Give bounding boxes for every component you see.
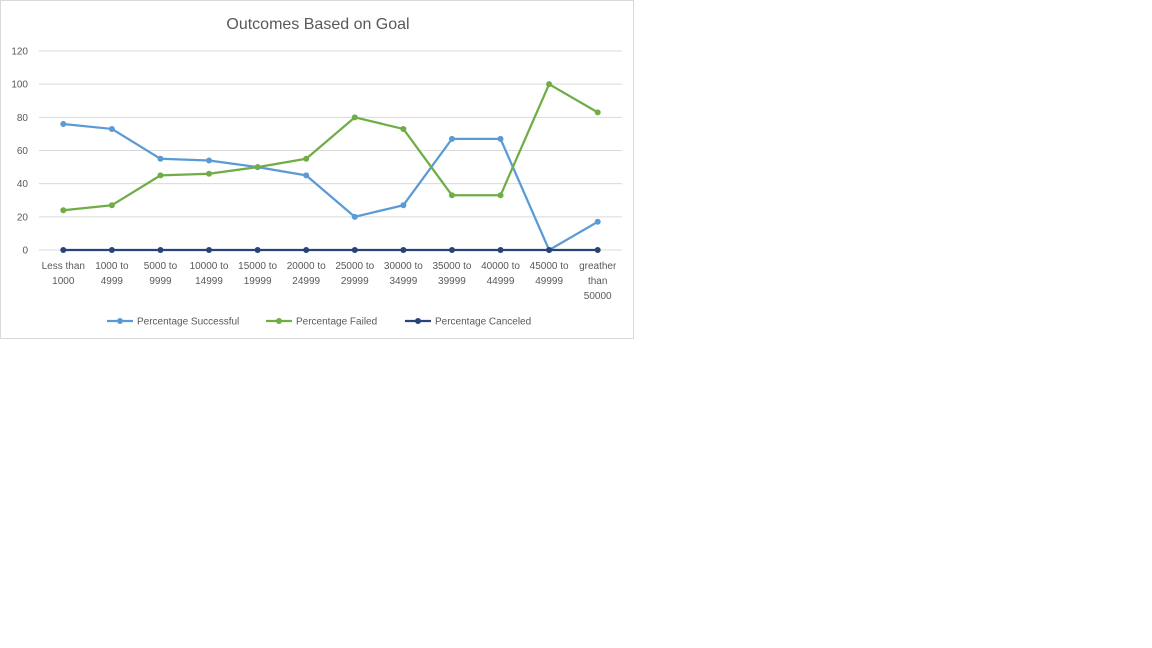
data-point — [400, 247, 407, 253]
data-point — [60, 207, 67, 214]
data-point — [206, 170, 213, 177]
legend-marker — [276, 318, 282, 324]
data-point — [254, 247, 261, 253]
x-tick-label: 1000 to 4999 — [95, 261, 129, 287]
legend-item: Percentage Canceled — [405, 317, 531, 328]
x-axis-tick-labels: Less than 1000 1000 to 4999 5000 to 9999 10000… — [42, 261, 617, 302]
x-tick-label: 45000 to 49999 — [530, 261, 569, 287]
y-tick-label: 40 — [17, 179, 29, 190]
series-percentage-failed — [60, 81, 601, 214]
data-point — [497, 247, 504, 253]
y-tick-label: 20 — [17, 212, 29, 223]
data-point — [546, 247, 553, 253]
data-point — [206, 247, 213, 253]
data-point — [351, 114, 358, 121]
legend-item: Percentage Failed — [266, 317, 377, 328]
data-point — [60, 120, 67, 127]
data-point — [448, 135, 455, 142]
data-point — [594, 109, 601, 116]
data-point — [303, 247, 310, 253]
legend-marker — [117, 318, 123, 324]
series-line — [62, 122, 599, 252]
x-tick-label: 30000 to 34999 — [384, 261, 423, 287]
x-tick-label: 40000 to 44999 — [481, 261, 520, 287]
data-point — [108, 247, 115, 253]
y-tick-label: 80 — [17, 113, 29, 124]
legend-label: Percentage Failed — [296, 317, 377, 328]
data-point — [60, 247, 67, 253]
data-point — [497, 135, 504, 142]
data-point — [448, 192, 455, 199]
x-tick-label: 15000 to 19999 — [238, 261, 277, 287]
data-point — [546, 81, 553, 88]
chart-title: Outcomes Based on Goal — [226, 16, 409, 33]
chart-area: Outcomes Based on Goal 0 20 40 60 80 100 120 L… — [0, 0, 634, 339]
gridlines — [39, 50, 622, 251]
x-tick-label: 5000 to 9999 — [144, 261, 178, 287]
legend-item: Percentage Successful — [107, 317, 239, 328]
data-point — [206, 157, 213, 164]
data-point — [303, 155, 310, 162]
y-tick-label: 100 — [11, 80, 28, 91]
y-tick-label: 120 — [11, 47, 28, 58]
y-tick-label: 60 — [17, 146, 29, 157]
data-point — [254, 164, 261, 171]
data-point — [497, 192, 504, 199]
data-point — [157, 155, 164, 162]
data-point — [108, 125, 115, 132]
data-point — [157, 247, 164, 253]
data-point — [448, 247, 455, 253]
series-percentage-successful — [60, 120, 601, 253]
series-percentage-canceled — [60, 247, 601, 253]
y-axis-tick-labels: 0 20 40 60 80 100 120 — [11, 47, 28, 257]
x-tick-label: greather than 50000 — [579, 261, 617, 302]
data-point — [108, 202, 115, 209]
legend: Percentage Successful Percentage Failed Pe… — [107, 317, 531, 328]
y-tick-label: 0 — [22, 246, 28, 257]
x-tick-label: 35000 to 39999 — [432, 261, 471, 287]
data-point — [400, 125, 407, 132]
series-lines — [60, 81, 601, 253]
data-point — [594, 218, 601, 225]
data-point — [400, 202, 407, 209]
data-point — [157, 172, 164, 179]
x-tick-label: Less than 1000 — [42, 261, 85, 287]
data-point — [351, 247, 358, 253]
x-tick-label: 10000 to 14999 — [190, 261, 229, 287]
data-point — [303, 172, 310, 179]
legend-label: Percentage Canceled — [435, 317, 531, 328]
legend-label: Percentage Successful — [137, 317, 239, 328]
line-chart: Outcomes Based on Goal 0 20 40 60 80 100 120 L… — [11, 16, 622, 328]
series-line — [62, 83, 599, 212]
legend-marker — [415, 318, 421, 324]
x-tick-label: 20000 to 24999 — [287, 261, 326, 287]
x-tick-label: 25000 to 29999 — [335, 261, 374, 287]
data-point — [351, 213, 358, 220]
data-point — [594, 247, 601, 253]
